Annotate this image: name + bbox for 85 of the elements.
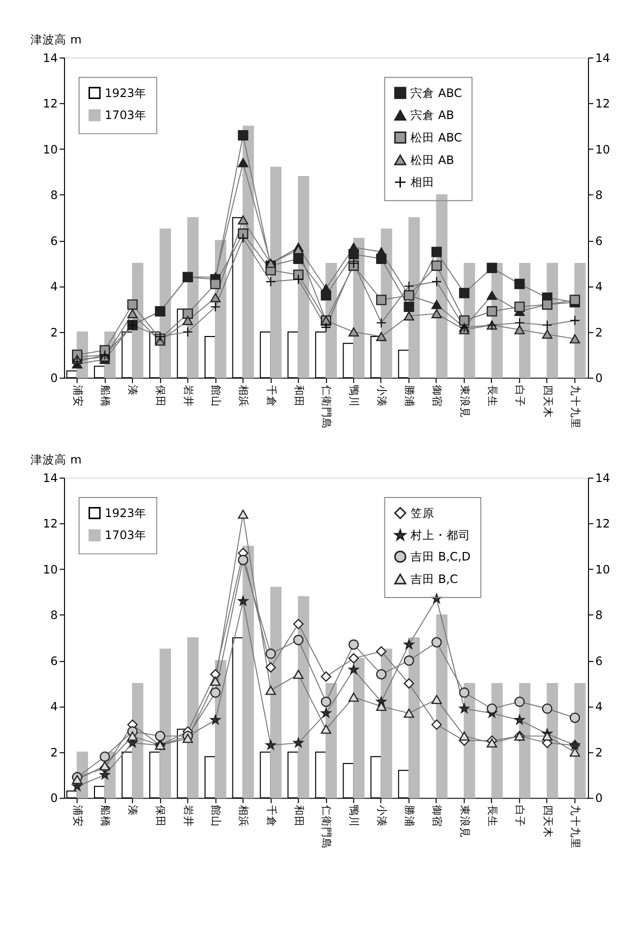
x-tick-label: 岩井	[182, 805, 195, 828]
x-tick-label: 御宿	[430, 384, 444, 407]
x-tick-label: 千倉	[264, 805, 278, 828]
y-tick-label: 14	[42, 471, 58, 485]
legend-label: 1703年	[104, 108, 146, 122]
y-tick-label: 6	[50, 234, 58, 248]
x-tick-label: 御宿	[430, 805, 444, 828]
y-tick-label: 8	[50, 188, 58, 202]
y2-tick-label: 12	[595, 516, 610, 531]
x-tick-label: 小湊	[375, 384, 388, 407]
x-tick-label: 勝浦	[403, 805, 416, 828]
y2-tick-label: 10	[595, 142, 610, 156]
x-tick-label: 鴨川	[348, 384, 361, 407]
x-tick-label: 保田	[154, 805, 168, 828]
legend-label: 宍倉 AB	[410, 108, 454, 122]
x-tick-label: 船橋	[98, 384, 112, 407]
legend-label: 相田	[410, 175, 434, 190]
y-axis-title: 津波高 m	[30, 32, 82, 46]
y2-tick-label: 4	[595, 280, 603, 294]
x-tick-label: 九十九里	[568, 805, 582, 850]
x-tick-label: 仁衛門島	[320, 384, 334, 429]
y2-tick-label: 14	[595, 471, 610, 485]
y-tick-label: 12	[42, 516, 58, 531]
x-tick-label: 白子	[514, 384, 527, 407]
y-tick-label: 4	[50, 280, 58, 294]
y2-tick-label: 6	[595, 654, 603, 668]
y2-tick-label: 8	[595, 608, 603, 622]
x-tick-label: 鴨川	[348, 805, 361, 828]
y-tick-label: 0	[50, 371, 58, 386]
y2-tick-label: 0	[595, 371, 603, 386]
y-tick-label: 0	[50, 791, 58, 806]
x-tick-label: 船橋	[98, 805, 112, 828]
x-tick-label: 相浜	[237, 805, 250, 828]
x-tick-label: 九十九里	[568, 384, 582, 429]
x-tick-label: 長生	[486, 805, 499, 828]
x-tick-label: 浦安	[71, 384, 84, 407]
x-tick-label: 東浪見	[458, 384, 472, 418]
y-tick-label: 14	[42, 50, 58, 65]
x-tick-label: 四天木	[541, 805, 554, 838]
y-tick-label: 2	[50, 745, 58, 760]
x-tick-label: 白子	[514, 805, 527, 828]
x-tick-label: 館山	[210, 805, 223, 828]
y2-tick-label: 8	[595, 188, 603, 202]
legend-label: 1923年	[104, 86, 146, 100]
x-tick-label: 小湊	[375, 805, 388, 828]
y-tick-label: 6	[50, 654, 58, 668]
x-tick-label: 岩井	[182, 384, 195, 407]
x-tick-label: 和田	[292, 805, 306, 828]
x-tick-label: 館山	[210, 384, 223, 407]
x-tick-label: 和田	[292, 384, 306, 407]
legend-label: 1923年	[104, 506, 146, 520]
legend-label: 笠原	[410, 506, 434, 520]
y2-tick-label: 2	[595, 325, 603, 340]
y-tick-label: 12	[42, 96, 58, 111]
y2-tick-label: 10	[595, 562, 610, 576]
legend-label: 吉田 B,C,D	[410, 550, 471, 564]
y2-tick-label: 4	[595, 700, 603, 714]
y-axis-title: 津波高 m	[30, 452, 82, 467]
y2-tick-label: 12	[595, 96, 610, 111]
legend-label: 村上・都司	[409, 528, 470, 542]
legend-label: 松田 ABC	[410, 130, 462, 144]
y-tick-label: 2	[50, 325, 58, 340]
legend-label: 松田 AB	[410, 152, 454, 167]
legend-label: 1703年	[104, 528, 146, 542]
x-tick-label: 長生	[486, 384, 499, 407]
y-tick-label: 8	[50, 608, 58, 622]
x-tick-label: 相浜	[237, 384, 250, 407]
y-tick-label: 10	[42, 142, 58, 156]
x-tick-label: 浦安	[71, 805, 84, 828]
y2-tick-label: 2	[595, 745, 603, 760]
x-tick-label: 仁衛門島	[320, 805, 334, 850]
y2-tick-label: 0	[595, 791, 603, 806]
legend-label: 宍倉 ABC	[410, 86, 462, 100]
y-tick-label: 10	[42, 562, 58, 576]
x-tick-label: 東浪見	[458, 805, 472, 838]
x-tick-label: 湊	[126, 384, 140, 396]
x-tick-label: 湊	[126, 805, 140, 816]
x-tick-label: 四天木	[541, 384, 554, 418]
x-tick-label: 保田	[154, 384, 168, 407]
legend-label: 吉田 B,C	[410, 572, 458, 586]
y2-tick-label: 14	[595, 50, 610, 65]
y2-tick-label: 6	[595, 234, 603, 248]
y-tick-label: 4	[50, 700, 58, 714]
x-tick-label: 勝浦	[403, 384, 416, 407]
x-tick-label: 千倉	[264, 384, 278, 407]
